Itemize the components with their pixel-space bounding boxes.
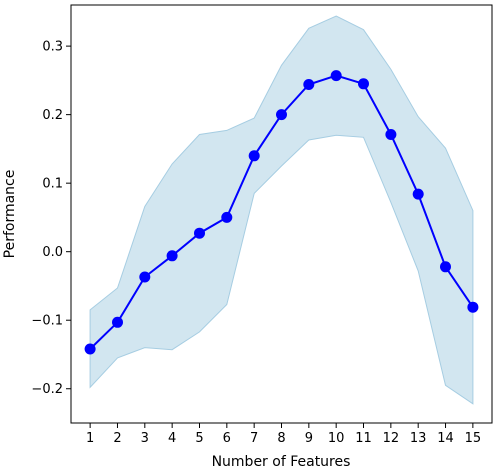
x-tick-label: 3 [141,431,149,446]
x-tick-label: 4 [168,431,176,446]
data-point [467,301,479,313]
data-point [440,261,451,273]
x-tick-label: 12 [383,431,400,446]
x-tick-label: 6 [223,431,231,446]
x-tick-label: 7 [250,431,258,446]
x-tick-label: 10 [328,431,345,446]
data-point [385,129,397,140]
x-tick-label: 9 [305,431,313,446]
x-tick-label: 5 [195,431,203,446]
data-point [412,188,424,200]
x-tick-label: 1 [86,431,94,446]
x-axis-title: Number of Features [212,454,351,468]
data-point [303,79,315,90]
y-tick-label: 0.2 [42,108,63,123]
data-point [248,150,260,162]
data-point [112,316,123,328]
data-point [358,78,369,90]
data-point [221,211,233,223]
y-tick-label: 0.3 [42,40,63,55]
data-point [166,250,178,262]
x-tick-label: 8 [277,431,285,446]
data-point [194,227,205,239]
confidence-band [89,15,474,405]
y-axis-title: Performance [2,170,18,259]
y-tick-label: 0.1 [42,177,63,192]
x-tick-label: 13 [410,431,427,446]
data-point [276,109,287,121]
x-tick-label: 14 [437,431,454,446]
data-point [84,343,96,355]
y-tick-label: 0.0 [42,245,63,260]
y-tick-label: −0.1 [31,314,63,329]
data-point [330,70,342,82]
plot-frame [70,4,493,424]
x-tick-label: 15 [465,431,482,446]
x-tick-label: 2 [113,431,121,446]
data-point [139,271,151,283]
x-tick-label: 11 [355,431,372,446]
y-tick-label: −0.2 [31,382,63,397]
